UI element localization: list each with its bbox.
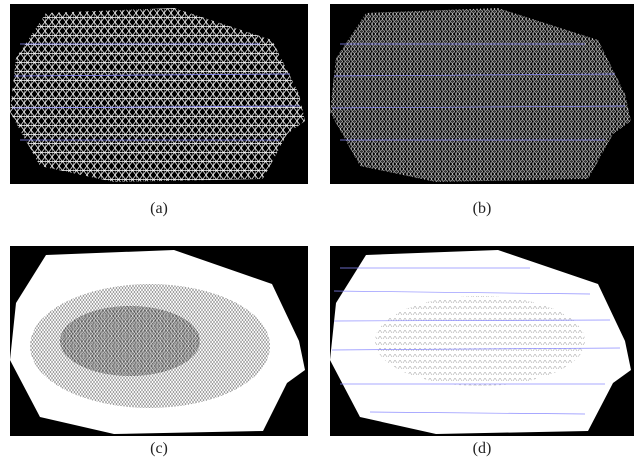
mesh-image-d xyxy=(330,246,634,436)
caption: (b) xyxy=(333,200,631,218)
caption: (c) xyxy=(10,440,308,458)
mesh-image-a xyxy=(10,4,308,184)
figure: (a) (b) (c) (d) (() => { const data = JS… xyxy=(0,0,644,466)
mesh-image-c xyxy=(10,246,308,436)
mesh-image-b xyxy=(330,4,634,184)
caption: (d) xyxy=(333,440,631,458)
caption: (a) xyxy=(10,200,308,218)
